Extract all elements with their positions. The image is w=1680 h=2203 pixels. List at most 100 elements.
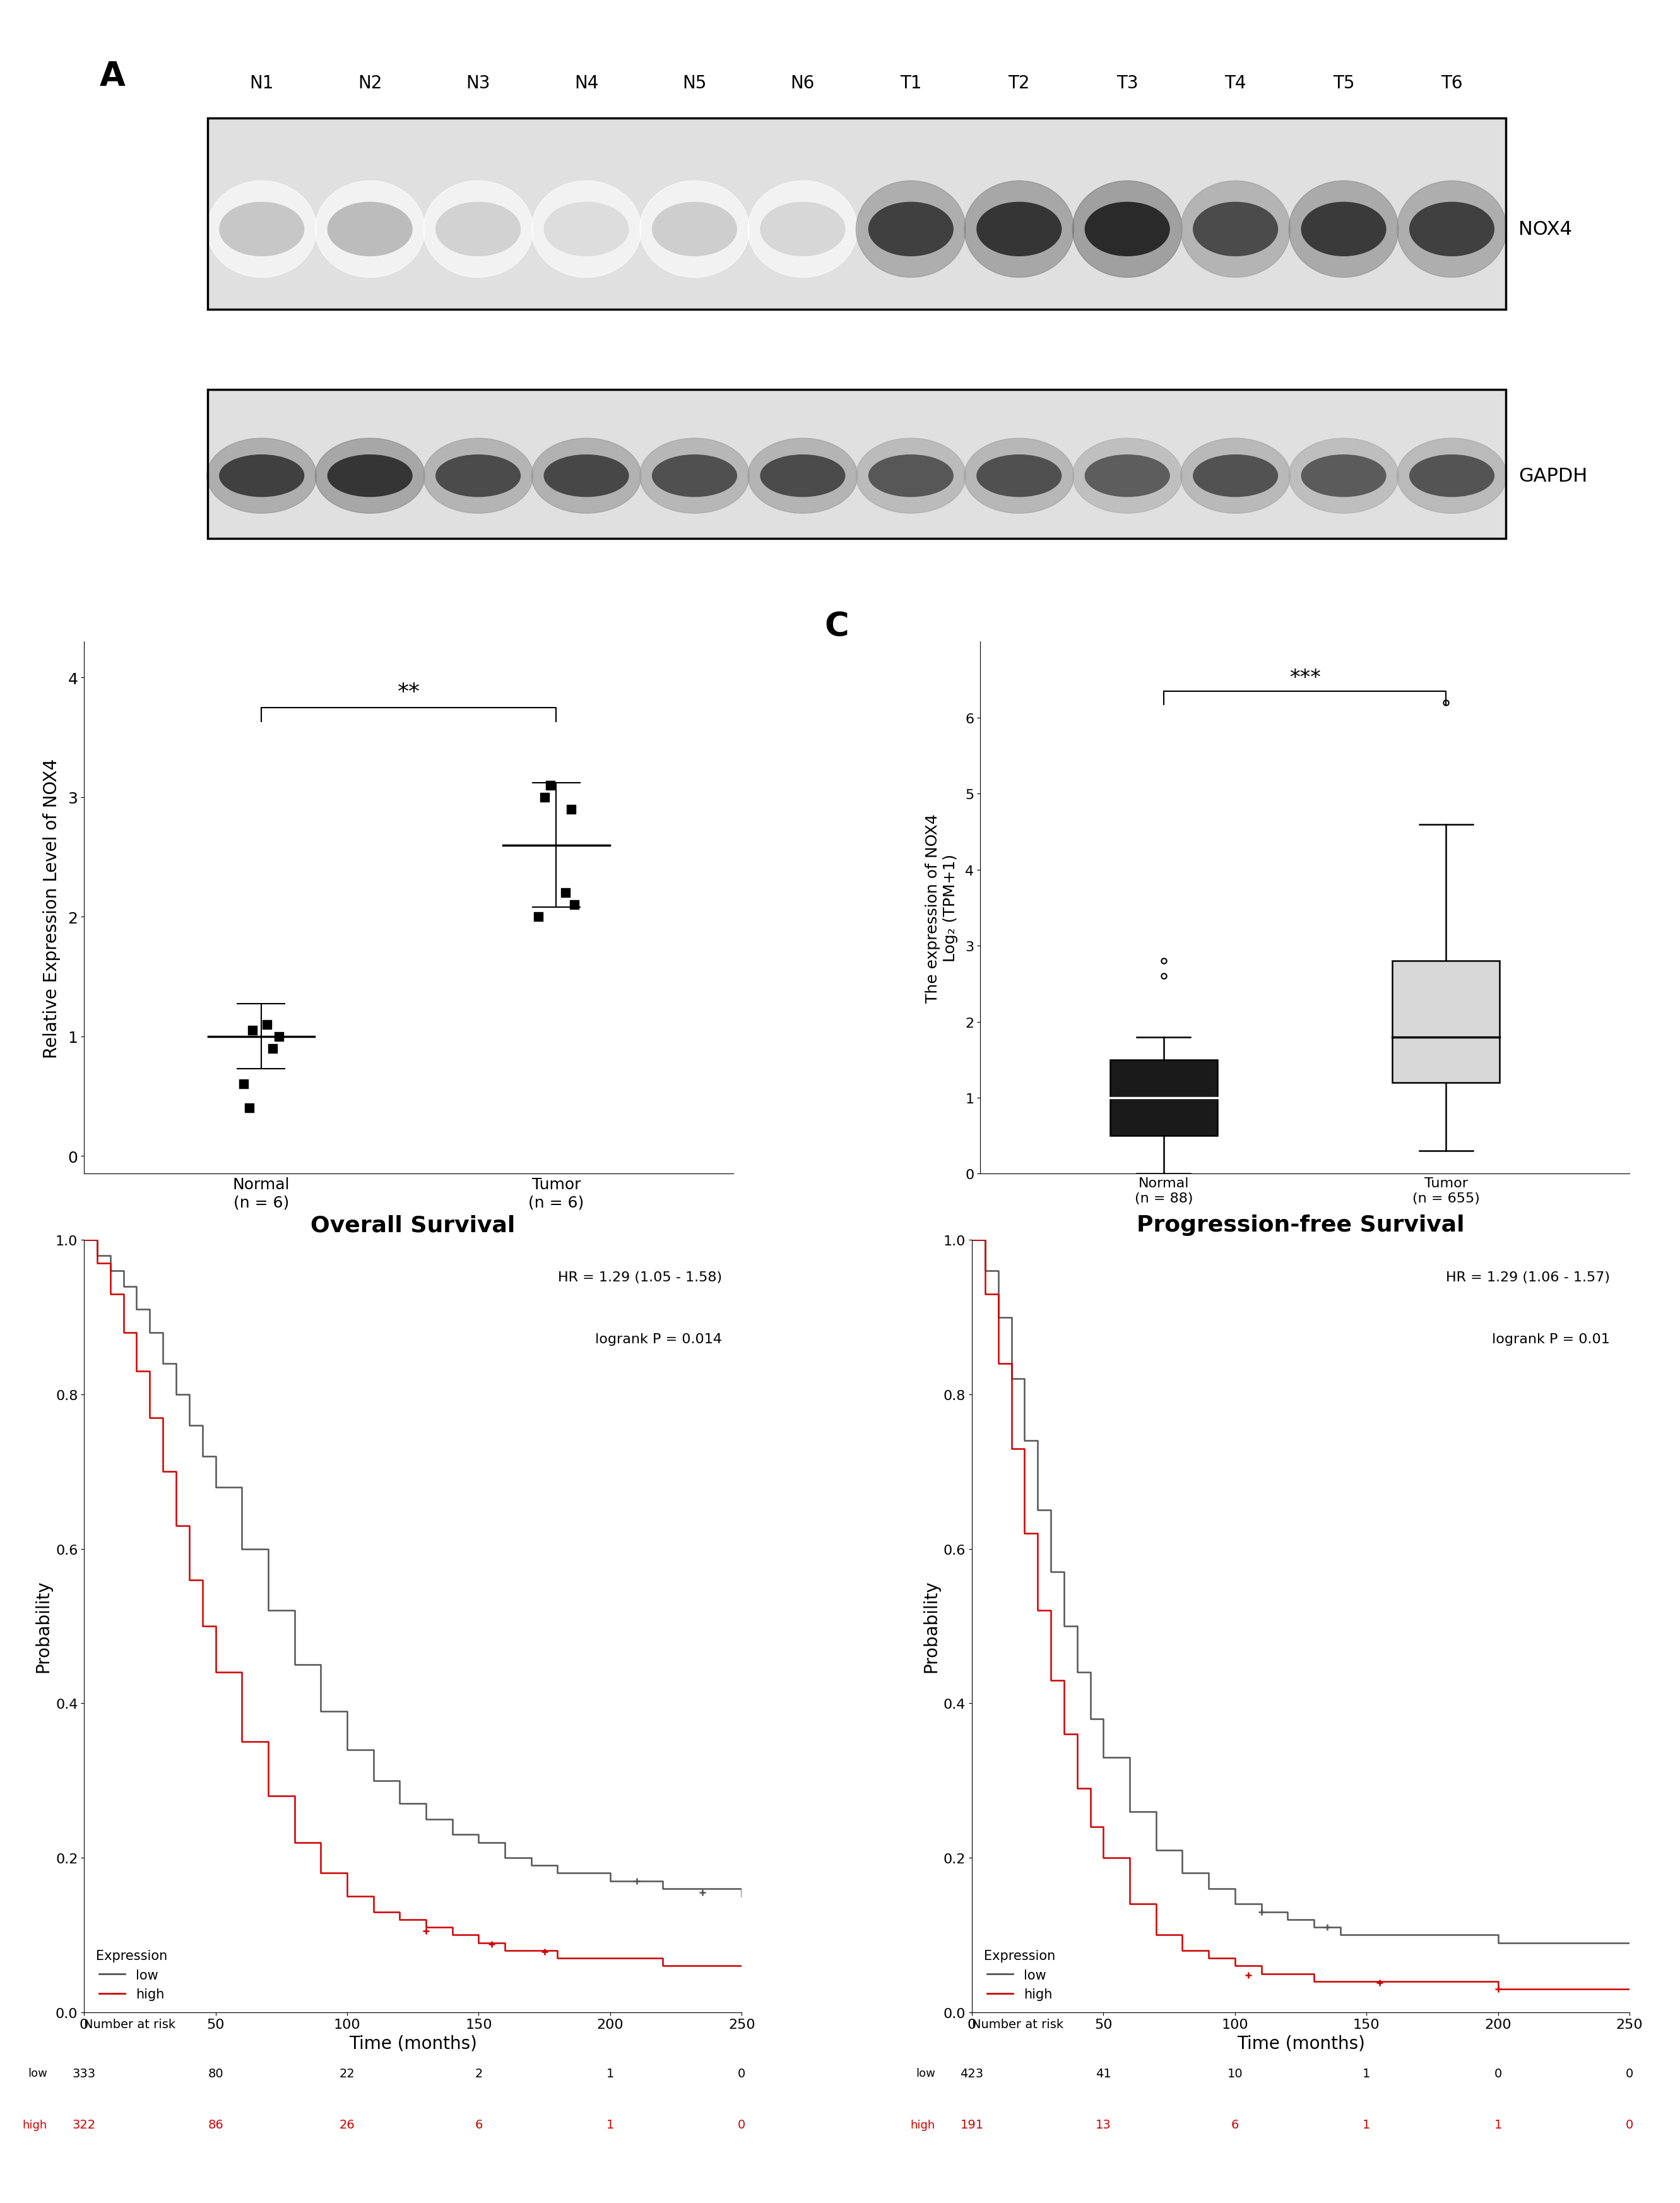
Text: N4: N4 <box>575 75 598 93</box>
Ellipse shape <box>857 181 966 278</box>
Text: 1: 1 <box>1362 2119 1371 2130</box>
Ellipse shape <box>1072 438 1183 513</box>
Legend: low, high: low, high <box>978 1943 1060 2005</box>
Ellipse shape <box>1085 203 1169 256</box>
high <box>988 1350 1008 1377</box>
Text: N6: N6 <box>791 75 815 93</box>
low <box>166 1381 186 1408</box>
low <box>205 1474 225 1500</box>
Bar <box>1110 1060 1218 1137</box>
Ellipse shape <box>207 438 316 513</box>
Text: T3: T3 <box>1116 75 1139 93</box>
high <box>1119 1890 1139 1917</box>
low <box>363 1767 383 1793</box>
high <box>548 1945 568 1972</box>
high <box>1304 1967 1324 1994</box>
low <box>1119 1798 1139 1824</box>
Ellipse shape <box>964 181 1074 278</box>
Ellipse shape <box>748 438 857 513</box>
Ellipse shape <box>652 456 738 498</box>
low <box>1028 1498 1048 1524</box>
Point <box>561 888 588 923</box>
Text: HR = 1.29 (1.06 - 1.57): HR = 1.29 (1.06 - 1.57) <box>1446 1271 1609 1284</box>
Text: NOX4: NOX4 <box>1519 220 1572 238</box>
high <box>1356 1967 1376 1994</box>
Point <box>531 780 558 815</box>
high <box>338 1884 358 1910</box>
low <box>1304 1914 1324 1941</box>
Text: 80: 80 <box>208 2066 223 2080</box>
Ellipse shape <box>1193 203 1278 256</box>
Ellipse shape <box>423 181 533 278</box>
low <box>417 1806 437 1833</box>
high <box>1028 1597 1048 1624</box>
Ellipse shape <box>1085 456 1169 498</box>
Ellipse shape <box>435 203 521 256</box>
low <box>1488 1930 1509 1956</box>
high <box>1620 1976 1640 2003</box>
high <box>126 1359 146 1386</box>
Text: 13: 13 <box>1095 2119 1110 2130</box>
high <box>1015 1520 1035 1547</box>
high <box>654 1952 674 1978</box>
Point <box>265 1020 292 1055</box>
high <box>311 1859 331 1886</box>
low <box>1620 1930 1640 1956</box>
Ellipse shape <box>964 438 1074 513</box>
Point <box>230 1066 257 1102</box>
high <box>74 1227 94 1254</box>
Ellipse shape <box>531 438 642 513</box>
Ellipse shape <box>544 456 628 498</box>
X-axis label: Time (months): Time (months) <box>1236 2036 1364 2053</box>
Text: high: high <box>911 2119 936 2130</box>
Ellipse shape <box>1289 181 1398 278</box>
Title: Overall Survival: Overall Survival <box>311 1214 516 1236</box>
Ellipse shape <box>1398 438 1507 513</box>
low <box>1277 1906 1297 1932</box>
high <box>963 1227 983 1254</box>
Point <box>254 1007 281 1042</box>
Ellipse shape <box>1398 181 1507 278</box>
Text: 10: 10 <box>1226 2066 1243 2080</box>
low <box>1040 1560 1060 1586</box>
Point <box>526 899 553 934</box>
Bar <box>208 390 1505 540</box>
Bar <box>208 390 1505 540</box>
Ellipse shape <box>531 181 642 278</box>
Ellipse shape <box>544 203 628 256</box>
high <box>87 1249 108 1276</box>
low <box>232 1535 252 1562</box>
high <box>284 1828 304 1855</box>
low <box>139 1320 160 1346</box>
Text: 191: 191 <box>961 2119 983 2130</box>
high <box>1040 1668 1060 1694</box>
Ellipse shape <box>761 203 845 256</box>
Ellipse shape <box>1302 203 1386 256</box>
Text: N1: N1 <box>250 75 274 93</box>
Text: 0: 0 <box>1494 2066 1502 2080</box>
Y-axis label: The expression of NOX4
Log₂ (TPM+1): The expression of NOX4 Log₂ (TPM+1) <box>926 813 958 1002</box>
Ellipse shape <box>423 438 533 513</box>
high <box>101 1280 121 1306</box>
Ellipse shape <box>316 181 425 278</box>
Text: 6: 6 <box>1231 2119 1238 2130</box>
Ellipse shape <box>869 203 953 256</box>
low <box>974 1258 995 1284</box>
low <box>259 1597 279 1624</box>
Point <box>538 769 564 804</box>
Ellipse shape <box>976 203 1062 256</box>
Text: 41: 41 <box>1095 2066 1110 2080</box>
low <box>496 1844 516 1870</box>
Text: low: low <box>27 2066 47 2080</box>
high <box>1198 1945 1218 1972</box>
Point <box>239 1013 265 1049</box>
Bar <box>208 119 1505 311</box>
X-axis label: Time (months): Time (months) <box>349 2036 477 2053</box>
Text: N5: N5 <box>682 75 707 93</box>
high <box>496 1936 516 1963</box>
Ellipse shape <box>207 181 316 278</box>
Ellipse shape <box>316 438 425 513</box>
Ellipse shape <box>652 203 738 256</box>
high <box>1067 1776 1087 1802</box>
low <box>311 1699 331 1725</box>
